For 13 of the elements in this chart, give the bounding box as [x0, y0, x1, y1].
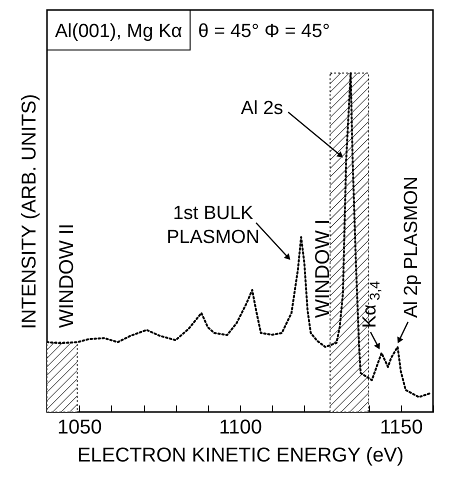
annotation: Al 2s [240, 98, 284, 120]
x-axis-title: ELECTRON KINETIC ENERGY (eV) [77, 444, 404, 466]
x-tick-label: 1100 [218, 416, 262, 438]
band-label: WINDOW I [312, 219, 334, 318]
x-tick-label: 1150 [380, 416, 423, 438]
chart-subtitle: θ = 45° Φ = 45° [198, 21, 330, 42]
band-label: WINDOW II [56, 224, 78, 328]
annotation: Al 2p PLASMON [401, 176, 422, 318]
chart-title: Al(001), Mg Kα [55, 21, 182, 42]
y-axis-title: INTENSITY (ARB. UNITS) [18, 94, 40, 330]
annotation: Kα3,4 [360, 280, 383, 328]
x-tick-label: 1050 [57, 416, 102, 438]
annotation: 1st BULK PLASMON [166, 202, 260, 248]
